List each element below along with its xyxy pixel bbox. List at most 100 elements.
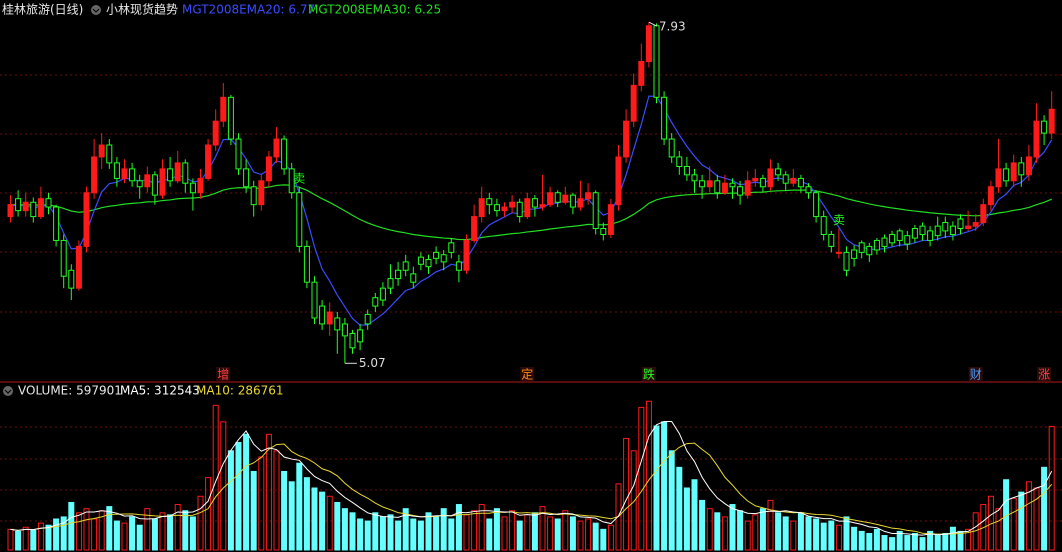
candle-body [83, 192, 90, 247]
volume-bar [1025, 481, 1032, 551]
candle-body [106, 144, 113, 164]
volume-bar [136, 524, 143, 551]
candle-body [934, 225, 941, 237]
candle-body [835, 251, 842, 254]
volume-bar [357, 518, 364, 551]
volume-bar [980, 504, 987, 551]
volume-bar [486, 518, 493, 551]
candle-body [1003, 168, 1010, 182]
volume-bar [174, 504, 181, 551]
candle-body [577, 198, 584, 208]
candle-body [75, 245, 82, 289]
candle-body [509, 201, 516, 208]
candle-body [775, 168, 782, 176]
volume-bar [303, 477, 310, 551]
candle-body [197, 177, 204, 194]
volume-bar [843, 516, 850, 551]
volume-ma-line [10, 420, 1053, 536]
volume-bar [106, 506, 113, 551]
candle-body [22, 201, 29, 212]
candle-body [1041, 120, 1048, 134]
candle-body [972, 222, 979, 227]
candle-body [151, 174, 158, 196]
volume-bar [45, 524, 52, 551]
candle-body [881, 237, 888, 247]
candle-body [433, 251, 440, 259]
candle-body [98, 144, 105, 158]
volume-bar [235, 442, 242, 551]
candle-body [927, 230, 934, 241]
candle-body [144, 174, 151, 188]
volume-bar [15, 530, 22, 551]
candle-body [174, 162, 181, 182]
volume-bar [858, 530, 865, 551]
candle-body [159, 168, 166, 196]
volume-bar [539, 506, 546, 551]
legend-ma10: MA10: 286761 [196, 384, 284, 398]
volume-bar [471, 510, 478, 551]
candle-body [273, 138, 280, 158]
candle-body [501, 206, 508, 212]
candle-body [250, 186, 257, 206]
volume-bar [448, 518, 455, 551]
candle-body [417, 256, 424, 265]
volume-bar [417, 520, 424, 551]
volume-bar [1010, 497, 1017, 551]
candle-body [303, 245, 310, 283]
volume-bar [866, 532, 873, 551]
candle-body [493, 204, 500, 212]
volume-bar [265, 433, 272, 551]
candle-body [1018, 162, 1025, 176]
candle-body [402, 261, 409, 271]
candle-body [615, 156, 622, 206]
candle-body [182, 162, 189, 184]
volume-bar [744, 520, 751, 551]
volume-bar [167, 514, 174, 551]
low-label: 5.07 [359, 356, 386, 370]
volume-bar [197, 495, 204, 551]
volume-bar [129, 516, 136, 551]
volume-bar [75, 512, 82, 551]
volume-bar [334, 501, 341, 551]
candle-body [752, 177, 759, 182]
indicator-menu[interactable] [91, 5, 101, 15]
volume-bar [554, 518, 561, 551]
candle-body [782, 174, 789, 184]
candle-body [395, 269, 402, 280]
volume-bar [562, 510, 569, 551]
candle-body [471, 216, 478, 241]
event-label: 跌 [643, 367, 655, 382]
candle-body [638, 61, 645, 86]
candle-body [767, 168, 774, 188]
volume-bar [927, 530, 934, 551]
candle-body [410, 273, 417, 283]
candle-body [205, 144, 212, 179]
volume-bar [592, 522, 599, 551]
volume-bar [942, 532, 949, 551]
volume-menu[interactable] [3, 386, 13, 396]
volume-bar [965, 528, 972, 551]
candle-body [987, 186, 994, 206]
candle-body [676, 156, 683, 167]
volume-bar [653, 425, 660, 551]
candle-body [919, 225, 926, 235]
candle-body [281, 138, 288, 170]
candle-body [296, 192, 303, 247]
candle-body [53, 206, 60, 241]
candle-body [15, 198, 22, 212]
candle-body [220, 96, 227, 122]
volume-bar [577, 520, 584, 551]
candle-body [858, 242, 865, 253]
volume-bar [919, 537, 926, 551]
candle-body [820, 216, 827, 235]
candle-body [1010, 162, 1017, 182]
candle-body [235, 138, 242, 170]
volume-bar [911, 532, 918, 551]
volume-bar [440, 508, 447, 551]
candle-body [911, 228, 918, 239]
volume-bar [904, 535, 911, 551]
volume-bar [699, 499, 706, 551]
volume-bar [212, 404, 219, 551]
volume-bar [1018, 491, 1025, 551]
candle-body [585, 192, 592, 200]
